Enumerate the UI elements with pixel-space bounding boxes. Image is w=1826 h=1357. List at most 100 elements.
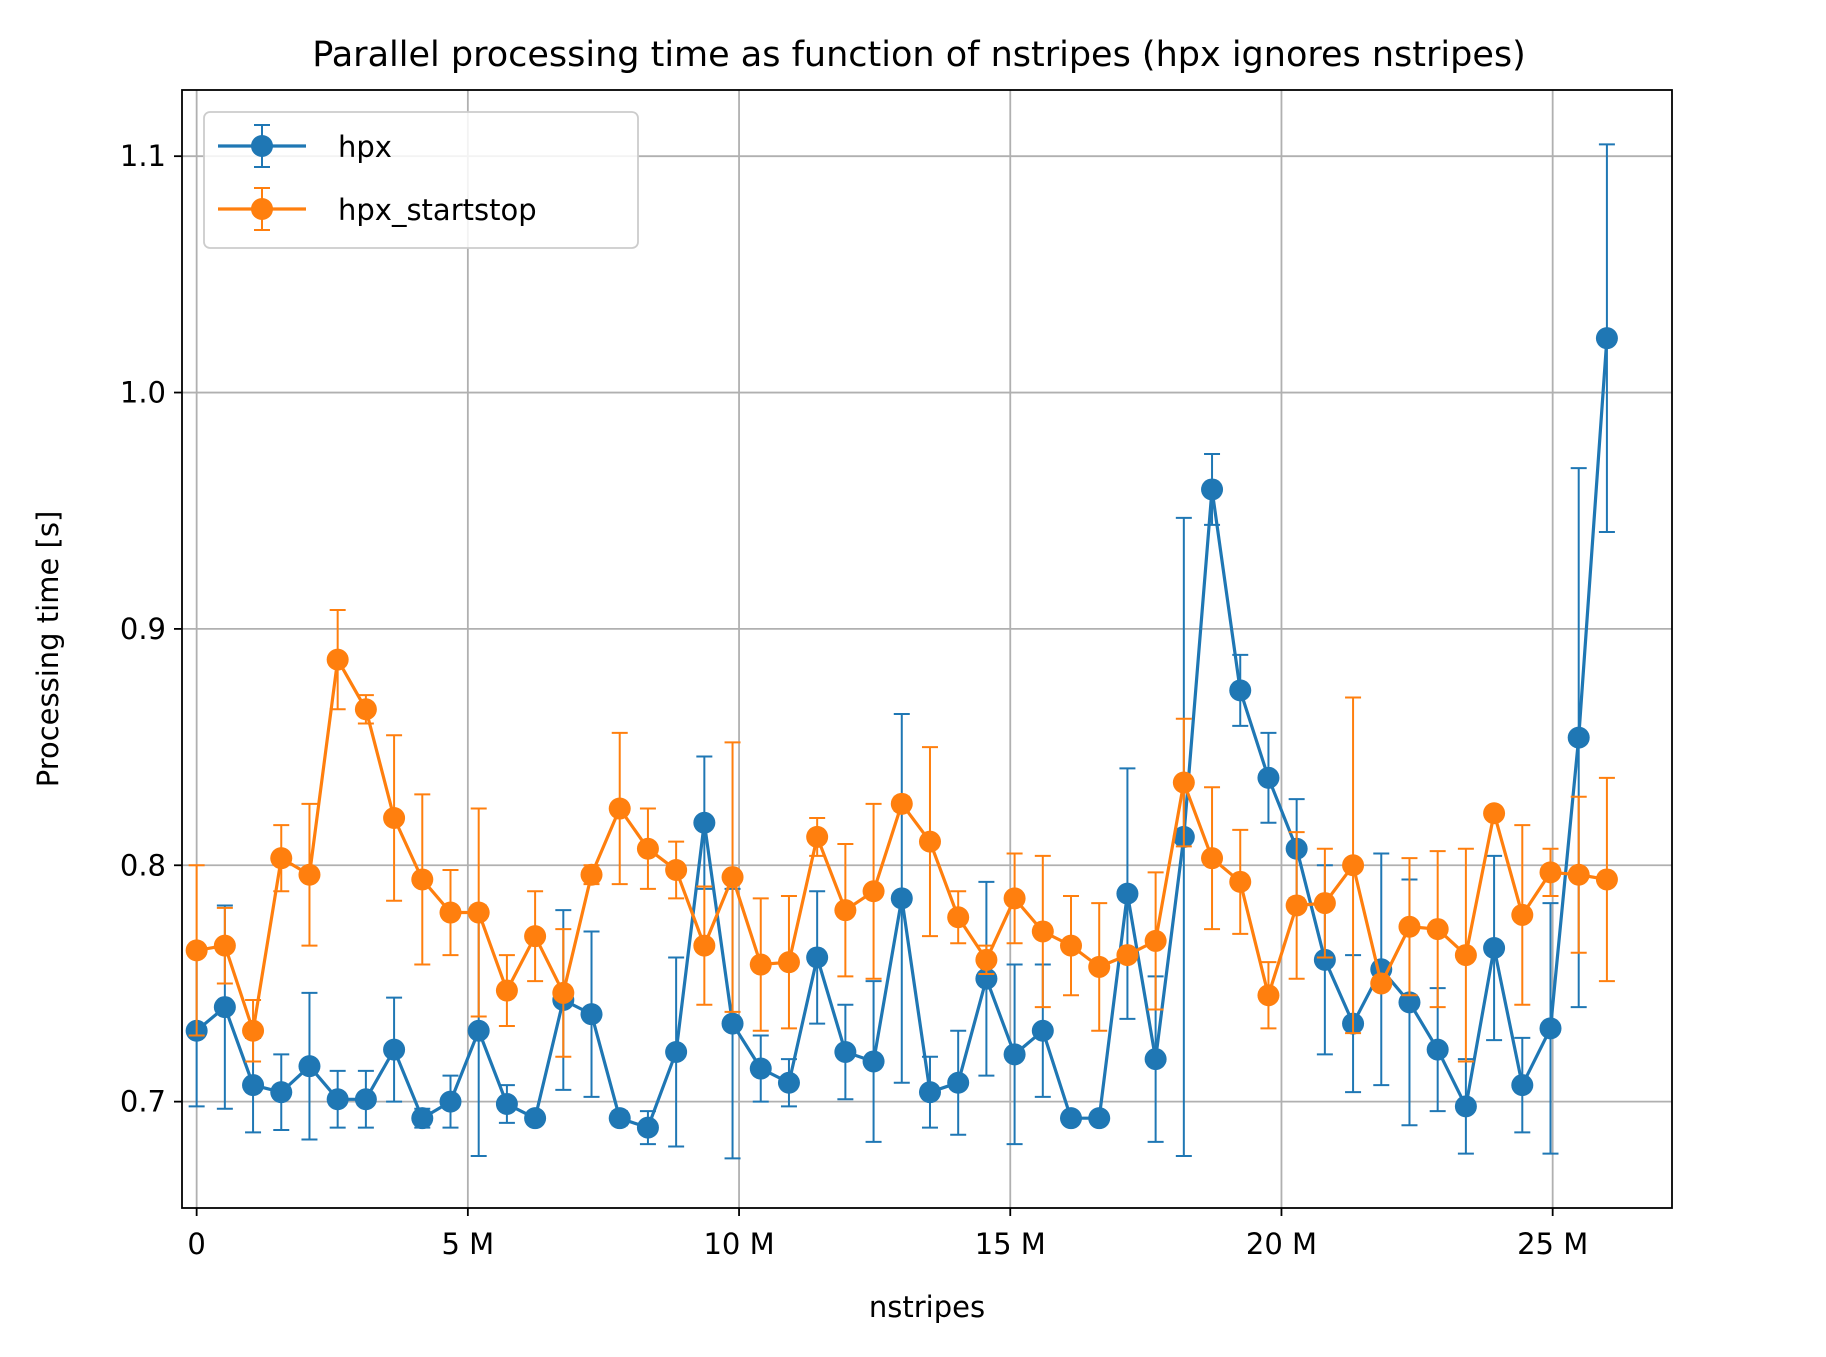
hpx-point [298,1055,321,1078]
hpx-point [834,1041,857,1063]
hpx-point [439,1090,462,1113]
hpx-startstop-point [524,925,547,948]
hpx-startstop-point [862,880,885,903]
hpx-startstop-point [213,934,236,957]
hpx-point [1567,726,1590,749]
series-hpx-startstop [185,609,1618,1063]
hpx-startstop-point [1454,944,1477,967]
hpx-startstop-point [1398,915,1421,938]
hpx-startstop-point [1511,903,1534,926]
y-tick-label: 1.1 [120,139,166,173]
y-axis-label: Processing time [s] [31,511,65,788]
hpx-point [862,1050,885,1073]
x-tick-label: 25 M [1517,1227,1588,1261]
hpx-point [693,811,716,834]
hpx-startstop-point [439,901,462,924]
hpx-point [467,1019,490,1042]
grid [182,90,1672,1208]
hpx-startstop-point [947,906,970,929]
hpx-startstop-point [749,953,772,976]
hpx-point [608,1107,631,1130]
hpx-point [1229,679,1252,702]
hpx-point [1088,1107,1111,1130]
hpx-startstop-point [1539,861,1562,884]
y-tick-label: 0.9 [120,612,166,646]
hpx-startstop-point [1003,887,1026,910]
hpx-startstop-point [834,899,857,922]
hpx-startstop-point [1116,944,1139,967]
x-tick-label: 20 M [1246,1227,1317,1261]
hpx-point [495,1093,518,1115]
hpx-startstop-point [185,939,208,962]
hpx-startstop-point [1088,955,1111,978]
hpx-point [1313,948,1336,971]
hpx-point [721,1012,744,1035]
hpx-point [749,1057,772,1080]
hpx-startstop-point [1342,854,1365,877]
legend-box [203,111,639,249]
x-tick-label: 0 [187,1227,205,1261]
hpx-point [1454,1095,1477,1118]
hpx-point [524,1107,547,1130]
hpx-point [1144,1048,1167,1071]
hpx-point [580,1003,603,1026]
hpx-startstop-point [1370,972,1393,995]
axis-ticks: 0 5 M 10 M 15 M 20 M 25 M 0.7 0.8 0.9 1.0 1.1 [120,139,1588,1261]
legend-label-hpx-startstop: hpx_startstop [338,193,537,227]
hpx-startstop-point [918,830,941,853]
x-axis-label: nstripes [869,1290,985,1324]
hpx-point [890,887,913,910]
legend: hpx hpx_startstop [203,111,639,249]
hpx-point [213,996,236,1019]
hpx-point [326,1088,349,1111]
hpx-startstop-point [1031,920,1054,943]
y-tick-label: 0.7 [120,1085,166,1119]
hpx-point [242,1074,265,1097]
hpx-point [411,1107,434,1130]
hpx-point [270,1081,293,1104]
legend-label-hpx: hpx [338,130,392,164]
hpx-startstop-point [975,948,998,971]
legend-marker-hpx-startstop [218,187,306,231]
hpx-startstop-point [1060,934,1083,957]
hpx-startstop-point [1144,929,1167,952]
hpx-startstop-point [383,807,406,829]
hpx-startstop-point [608,797,631,820]
hpx-point [1483,937,1506,959]
hpx-startstop-point [721,866,744,889]
hpx-point [806,946,829,969]
hpx-startstop-point [270,847,293,870]
hpx-startstop-point [636,837,659,860]
x-tick-label: 5 M [441,1227,494,1261]
hpx-startstop-point [411,868,434,891]
legend-point [251,135,273,157]
hpx-startstop-point [1229,870,1252,893]
hpx-point [1031,1019,1054,1042]
hpx-point [918,1081,941,1104]
hpx-point [1539,1017,1562,1040]
plot-frame [181,89,1673,1209]
hpx-startstop-point [1483,802,1506,825]
hpx-point [1426,1038,1449,1061]
hpx-point [1595,327,1618,350]
hpx-point [354,1088,377,1111]
hpx-startstop-point [495,979,518,1002]
series-layer [185,143,1618,1160]
hpx-startstop-point [1567,863,1590,886]
hpx-startstop-point [1426,918,1449,941]
hpx-point [636,1116,659,1139]
chart-title: Parallel processing time as function of … [312,35,1526,75]
hpx-startstop-point [890,792,913,815]
y-tick-label: 0.8 [120,848,166,882]
hpx-point [665,1041,688,1063]
hpx-point [1511,1074,1534,1097]
hpx-startstop-point [298,863,321,886]
hpx-startstop-point [806,825,829,848]
hpx-point [1398,991,1421,1014]
hpx-startstop-point [777,951,800,974]
hpx-startstop-point [1257,984,1280,1007]
x-tick-label: 10 M [703,1227,774,1261]
hpx-startstop-point [1313,892,1336,915]
hpx-point [947,1071,970,1094]
